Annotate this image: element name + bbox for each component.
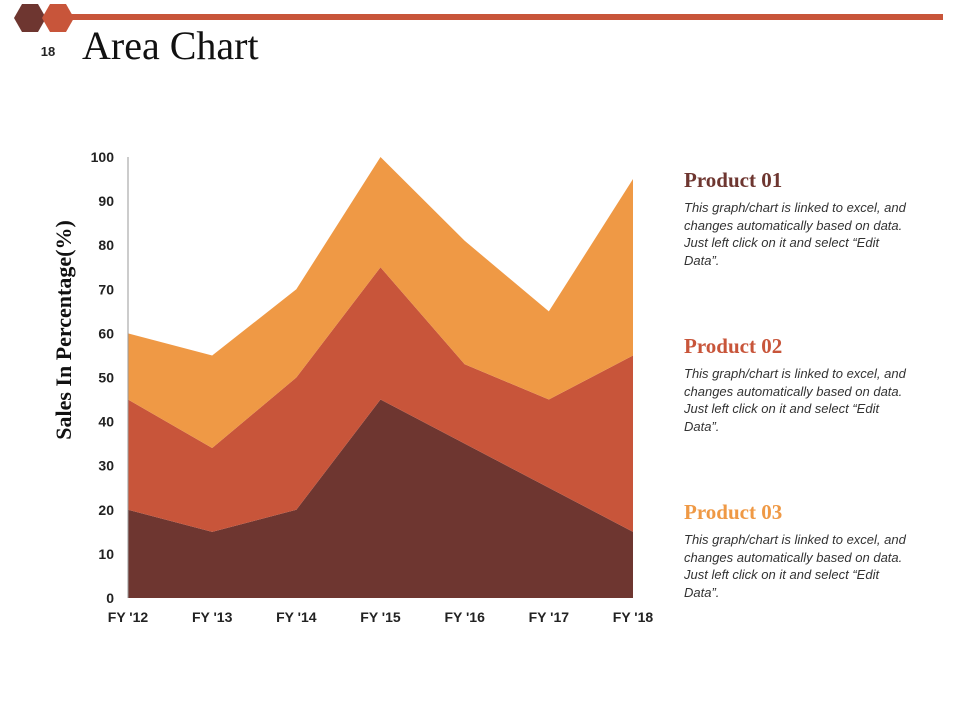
x-tick-label: FY '18 [613,609,654,625]
area-chart: 0 10 20 30 40 50 60 70 80 90 100 FY '12 FY '13 FY '14… [51,149,654,625]
y-tick-label: 20 [98,502,114,518]
x-tick-label: FY '17 [529,609,570,625]
hexagon-dark-icon [14,4,46,32]
legend-title-product-02: Product 02 [684,334,783,358]
y-tick-label: 80 [98,237,114,253]
y-tick-label: 90 [98,193,114,209]
page-title: Area Chart [82,23,259,68]
legend-product-03: Product 03 This graph/chart is linked to… [684,500,914,601]
x-tick-label: FY '14 [276,609,317,625]
y-tick-label: 50 [98,370,114,386]
y-tick-label: 0 [106,590,114,606]
legend-description-product-02: This graph/chart is linked to excel, and… [684,366,906,434]
x-tick-label: FY '12 [108,609,149,625]
legend-title-product-03: Product 03 [684,500,783,524]
y-tick-label: 60 [98,325,114,341]
y-tick-label: 100 [91,149,115,165]
y-tick-label: 70 [98,281,114,297]
area-series-product-01 [128,399,633,598]
y-tick-label: 30 [98,458,114,474]
hexagon-light-icon [42,4,74,32]
header-accent-bar [60,14,943,20]
x-tick-label: FY '13 [192,609,233,625]
y-tick-label: 40 [98,414,114,430]
legend-product-01: Product 01 This graph/chart is linked to… [684,168,914,269]
area-series-product-02 [128,267,633,532]
y-tick-label: 10 [98,546,114,562]
slide-number: 18 [40,44,56,59]
area-series-product-03 [128,157,633,449]
hexagon-decoration [14,4,74,32]
legend-title-product-01: Product 01 [684,168,783,192]
legend-description-product-01: This graph/chart is linked to excel, and… [684,200,906,268]
y-axis-title: Sales In Percentage(%) [51,220,76,440]
legend-product-02: Product 02 This graph/chart is linked to… [684,334,914,435]
x-tick-label: FY '15 [360,609,401,625]
legend-description-product-03: This graph/chart is linked to excel, and… [684,532,906,600]
x-tick-label: FY '16 [444,609,485,625]
